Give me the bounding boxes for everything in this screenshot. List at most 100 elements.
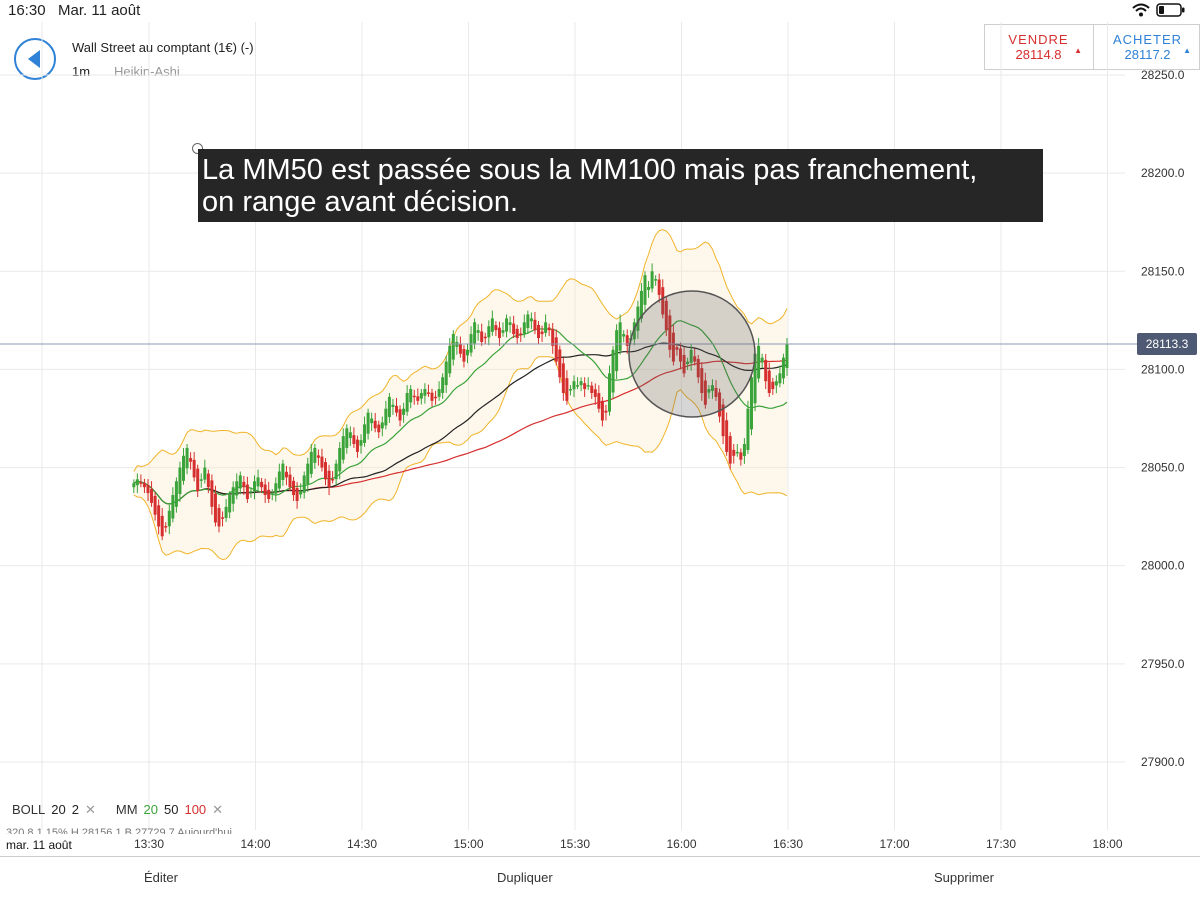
candle-body xyxy=(686,361,690,365)
candle-body xyxy=(213,493,217,523)
candle-body xyxy=(718,392,722,417)
candle-body xyxy=(355,439,359,452)
y-tick-label: 28150.0 xyxy=(1141,264,1185,278)
candle-body xyxy=(618,322,622,351)
boll-deviation: 2 xyxy=(71,802,79,817)
candle-body xyxy=(742,444,746,457)
chart-grid xyxy=(0,22,1125,830)
status-time: 16:30 xyxy=(8,2,46,19)
candle-body xyxy=(402,408,406,415)
candle-body xyxy=(142,482,146,488)
candle-body xyxy=(185,447,189,469)
candle-body xyxy=(739,452,743,460)
candle-body xyxy=(561,363,565,393)
candle-body xyxy=(430,392,434,401)
candle-body xyxy=(767,370,771,393)
candle-body xyxy=(174,481,178,507)
sell-button[interactable]: VENDRE 28114.8 ▲ xyxy=(985,25,1092,69)
candle-body xyxy=(448,345,452,374)
candle-body xyxy=(217,508,221,527)
candle-body xyxy=(647,286,651,291)
mm50-line xyxy=(133,342,788,505)
candle-body xyxy=(345,428,349,448)
candle-body xyxy=(671,332,675,362)
x-tick-label: 14:00 xyxy=(240,837,270,851)
price-chart[interactable]: 28250.0 28200.0 28150.0 28100.0 28050.0 28000… xyxy=(0,0,1200,856)
candle-body xyxy=(210,480,214,507)
candle-body xyxy=(437,389,441,397)
bottom-toolbar: Éditer Dupliquer Supprimer xyxy=(0,856,1200,901)
candle-body xyxy=(224,506,228,518)
instrument-name[interactable]: Wall Street au comptant (1€) (-) xyxy=(72,40,254,55)
x-tick-label: 15:30 xyxy=(560,837,590,851)
candle-body xyxy=(778,373,782,384)
candle-body xyxy=(785,343,789,368)
buy-label: ACHETER xyxy=(1112,32,1183,47)
candle-body xyxy=(338,447,342,472)
remove-mm-icon[interactable]: ✕ xyxy=(212,802,224,817)
buy-price: 28117.2 xyxy=(1124,47,1171,62)
candle-body xyxy=(750,377,753,430)
boll-lower-band xyxy=(133,356,788,561)
candle-body xyxy=(221,517,225,519)
candle-body xyxy=(370,418,374,424)
y-tick-label: 28250.0 xyxy=(1141,68,1185,82)
candle-body xyxy=(611,349,615,393)
candle-body xyxy=(497,327,501,339)
candle-body xyxy=(458,344,462,354)
price-stats: 320.8 1.15% H 28156.1 B 27729.7 Aujourd'… xyxy=(6,828,232,834)
back-button[interactable] xyxy=(14,38,56,80)
indicator-legend: BOLL 20 2 ✕ MM 20 50 100 ✕ xyxy=(12,802,237,818)
candle-body xyxy=(547,327,551,331)
candle-body xyxy=(693,356,697,362)
up-triangle-icon: ▲ xyxy=(1183,46,1191,55)
candle-body xyxy=(132,483,136,488)
candle-body xyxy=(359,440,363,446)
remove-boll-icon[interactable]: ✕ xyxy=(84,802,96,817)
candle-body xyxy=(331,478,335,481)
annotation-handle[interactable] xyxy=(192,143,203,154)
candle-body xyxy=(309,451,313,474)
candle-body xyxy=(540,331,544,335)
candle-body xyxy=(608,373,611,412)
candle-body xyxy=(526,314,530,329)
candle-body xyxy=(668,315,672,350)
candle-body xyxy=(267,489,271,499)
candle-body xyxy=(583,383,587,390)
candle-body xyxy=(352,435,356,445)
buy-button[interactable]: ACHETER 28117.2 ▲ xyxy=(1093,25,1200,69)
candle-body xyxy=(544,322,548,333)
mm-label[interactable]: MM xyxy=(115,802,138,817)
edit-button[interactable]: Éditer xyxy=(144,870,178,885)
candle-body xyxy=(391,404,395,407)
candle-body xyxy=(256,477,260,487)
candle-body xyxy=(537,324,540,339)
duplicate-button[interactable]: Dupliquer xyxy=(497,870,553,885)
x-tick-label: 17:30 xyxy=(986,837,1016,851)
candle-body xyxy=(249,491,253,493)
candle-body xyxy=(320,456,324,468)
delete-button[interactable]: Supprimer xyxy=(934,870,994,885)
candle-body xyxy=(597,393,601,409)
candle-body xyxy=(292,480,296,496)
candle-body xyxy=(412,395,416,398)
annotation-box[interactable]: La MM50 est passée sous la MM100 mais pa… xyxy=(198,149,1043,222)
sell-label: VENDRE xyxy=(1008,32,1069,47)
candle-body xyxy=(579,381,583,386)
mm100-period: 100 xyxy=(184,802,207,817)
candles xyxy=(132,263,789,541)
y-tick-label: 27950.0 xyxy=(1141,657,1185,671)
candle-body xyxy=(277,471,281,489)
bollinger-bands xyxy=(133,229,788,561)
candle-body xyxy=(558,349,562,378)
candle-body xyxy=(760,357,764,363)
y-axis: 28250.0 28200.0 28150.0 28100.0 28050.0 28000… xyxy=(1141,68,1185,769)
candle-body xyxy=(774,381,778,386)
boll-label[interactable]: BOLL xyxy=(12,802,46,817)
candle-body xyxy=(590,385,594,393)
candle-body xyxy=(508,322,512,325)
candle-body xyxy=(167,510,171,527)
candle-body xyxy=(679,348,682,362)
candle-body xyxy=(295,487,299,501)
candle-body xyxy=(600,400,604,421)
